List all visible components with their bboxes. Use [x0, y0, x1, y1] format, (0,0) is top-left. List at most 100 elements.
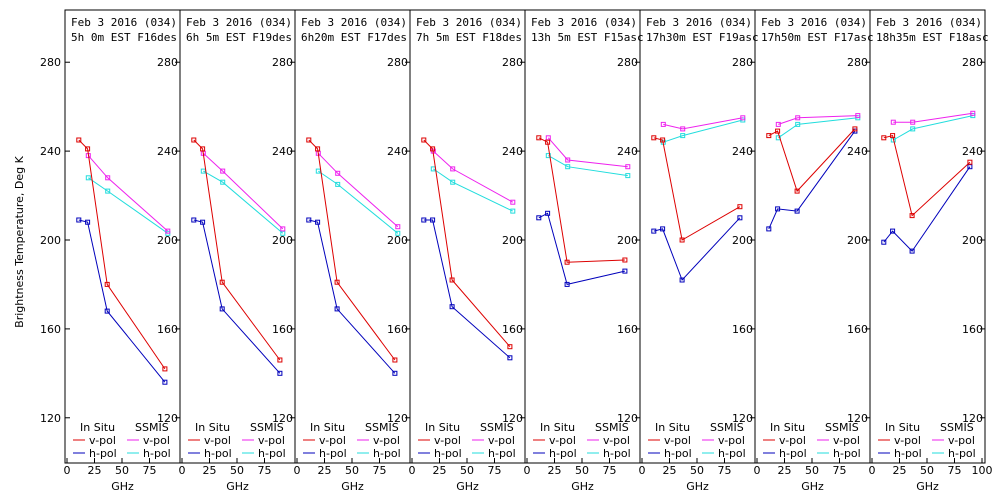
x-tick-label: 25: [318, 464, 332, 477]
series-ssmis-h-line: [893, 115, 973, 141]
series-insitu-h-line: [653, 217, 741, 281]
series-insitu-v-point: [219, 279, 225, 285]
legend-ssmis-heading: SSMIS: [480, 421, 514, 434]
series-insitu-h-line: [308, 219, 396, 374]
series-insitu-h-line: [423, 219, 511, 359]
y-tick-label: 160: [962, 323, 983, 336]
legend-insitu-vpol-label: v-pol: [664, 434, 691, 447]
series-ssmis-v-line: [547, 137, 628, 168]
panel-title-date: Feb 3 2016 (034): [876, 16, 982, 29]
series-insitu-h-point: [775, 206, 781, 212]
series-insitu-v-point: [775, 128, 781, 134]
x-tick-label: 75: [488, 464, 502, 477]
panel-title-date: Feb 3 2016 (034): [186, 16, 292, 29]
series-insitu-v-point: [85, 146, 91, 152]
y-tick-label: 280: [157, 56, 178, 69]
series-ssmis-v-line: [663, 117, 743, 130]
legend-insitu-hpol-label: h-pol: [664, 447, 692, 460]
series-insitu-h-point: [85, 219, 91, 225]
x-tick-label: 75: [373, 464, 387, 477]
y-tick-label: 120: [502, 412, 523, 425]
y-tick-label: 160: [732, 323, 753, 336]
series-ssmis-v-point: [165, 228, 171, 234]
legend-ssmis-vpol-label: v-pol: [603, 434, 630, 447]
legend-insitu-hpol-label: h-pol: [894, 447, 922, 460]
y-tick-label: 120: [617, 412, 638, 425]
y-tick-label: 280: [962, 56, 983, 69]
series-insitu-h-point: [545, 210, 551, 216]
x-tick-label: 0: [869, 464, 876, 477]
y-axis-label: Brightness Temperature, Deg K: [13, 155, 26, 327]
x-tick-label: 75: [258, 464, 272, 477]
series-insitu-v-point: [449, 277, 455, 283]
x-tick-label: 0: [294, 464, 301, 477]
series-ssmis-h-point: [335, 181, 341, 187]
x-tick-label: 50: [460, 464, 474, 477]
panel-title-time: 6h20m EST F17des: [301, 31, 407, 44]
y-tick-label: 200: [40, 234, 61, 247]
series-ssmis-v-point: [280, 226, 286, 232]
x-tick-label: 50: [575, 464, 589, 477]
x-tick-label: 50: [920, 464, 934, 477]
series-ssmis-v-point: [775, 121, 781, 127]
panel-title-date: Feb 3 2016 (034): [531, 16, 637, 29]
series-insitu-v-point: [315, 146, 321, 152]
legend-ssmis-vpol-label: v-pol: [718, 434, 745, 447]
series-insitu-v-line: [768, 128, 856, 193]
legend-ssmis-hpol-label: h-pol: [718, 447, 746, 460]
panel-title-time: 17h30m EST F19asc: [646, 31, 759, 44]
y-tick-label: 200: [962, 234, 983, 247]
series-insitu-v-point: [794, 188, 800, 194]
panel-title-date: Feb 3 2016 (034): [646, 16, 752, 29]
y-tick-label: 240: [387, 145, 408, 158]
series-insitu-v-line: [423, 139, 511, 348]
series-ssmis-h-line: [663, 119, 743, 143]
series-insitu-v-line: [653, 137, 741, 241]
series-ssmis-v-point: [855, 113, 861, 119]
panel-title-time: 18h35m EST F18asc: [876, 31, 989, 44]
series-ssmis-v-point: [395, 224, 401, 230]
series-insitu-h-point: [794, 208, 800, 214]
legend-ssmis-hpol-label: h-pol: [143, 447, 171, 460]
y-tick-label: 280: [732, 56, 753, 69]
series-ssmis-v-line: [432, 150, 514, 203]
y-tick-label: 240: [962, 145, 983, 158]
legend-in-situ-heading: In Situ: [425, 421, 460, 434]
series-insitu-v-point: [191, 137, 197, 143]
panel-1: Feb 3 2016 (034) 5h 0m EST F16des 120 120 16…: [40, 9, 181, 493]
series-ssmis-h-line: [318, 170, 399, 234]
series-insitu-h-point: [277, 370, 283, 376]
legend-insitu-vpol-label: v-pol: [434, 434, 461, 447]
series-ssmis-h-point: [625, 173, 631, 179]
series-ssmis-v-point: [450, 166, 456, 172]
series-insitu-h-point: [507, 355, 513, 361]
series-insitu-v-point: [909, 213, 915, 219]
series-insitu-h-line: [768, 130, 856, 230]
panel-title-date: Feb 3 2016 (034): [416, 16, 522, 29]
x-tick-label: 0: [64, 464, 71, 477]
series-insitu-h-point: [679, 277, 685, 283]
legend-insitu-vpol-label: v-pol: [204, 434, 231, 447]
series-insitu-v-point: [679, 237, 685, 243]
series-insitu-v-point: [564, 259, 570, 265]
legend-ssmis-vpol-label: v-pol: [373, 434, 400, 447]
y-tick-label: 240: [617, 145, 638, 158]
legend-insitu-hpol-label: h-pol: [434, 447, 462, 460]
series-insitu-h-point: [306, 217, 312, 223]
series-insitu-h-point: [162, 379, 168, 385]
y-tick-label: 240: [847, 145, 868, 158]
legend-in-situ-heading: In Situ: [655, 421, 690, 434]
y-tick-label: 240: [40, 145, 61, 158]
series-insitu-h-point: [564, 281, 570, 287]
series-ssmis-h-point: [105, 188, 111, 194]
y-tick-label: 200: [732, 234, 753, 247]
x-tick-label: 25: [663, 464, 677, 477]
series-insitu-v-line: [308, 139, 396, 361]
series-ssmis-v-point: [625, 164, 631, 170]
y-tick-label: 240: [732, 145, 753, 158]
panel-3: Feb 3 2016 (034) 6h20m EST F17des 120 160 20…: [294, 9, 411, 493]
series-insitu-v-point: [737, 204, 743, 210]
panel-4: Feb 3 2016 (034) 7h 5m EST F18des 120 160 20…: [409, 9, 526, 493]
series-ssmis-h-point: [680, 133, 686, 139]
series-insitu-h-point: [881, 239, 887, 245]
